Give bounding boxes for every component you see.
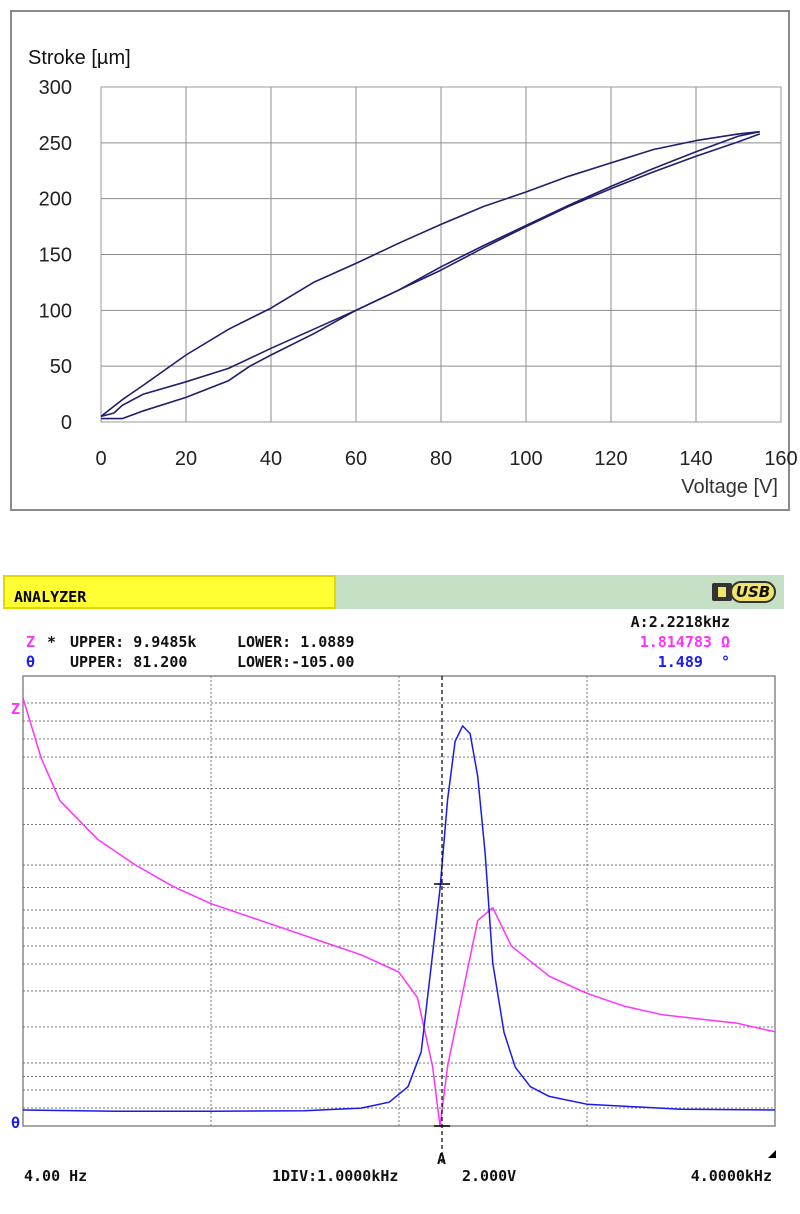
theta-axis-label: θ: [11, 1114, 21, 1132]
stroke-series-line-3: [101, 133, 761, 420]
theta-lower: LOWER:-105.00: [237, 653, 355, 671]
y-tick-label: 300: [39, 77, 72, 99]
x-tick-label: 40: [260, 448, 282, 470]
stroke-series-group: [100, 130, 761, 420]
y-tick-labels: 0 50 100 150 200 250 300: [39, 77, 72, 434]
z-axis-label: Z: [11, 700, 21, 718]
y-tick-label: 200: [39, 189, 72, 211]
y-tick-label: 0: [61, 412, 72, 434]
y-tick-label: 150: [39, 245, 72, 267]
analyzer-panel: ANALYZER USB A:2.2218kHz Z * UPPER: 9.94…: [0, 570, 800, 1214]
usb-label: USB: [730, 581, 776, 603]
impedance-phase-plot: [22, 675, 776, 1164]
y-tick-label: 50: [50, 356, 72, 378]
z-curve: [22, 697, 776, 1127]
theta-upper: UPPER: 81.200: [70, 653, 188, 671]
plot-series-group: [22, 697, 776, 1127]
x-tick-label: 140: [679, 448, 712, 470]
x-tick-label: 0: [95, 448, 106, 470]
stroke-series-line-1: [100, 130, 760, 418]
theta-curve: [22, 725, 776, 1112]
y-tick-label: 100: [39, 300, 72, 322]
z-value: 1.814783 Ω: [639, 633, 730, 651]
x-axis-title: Voltage [V]: [681, 476, 778, 498]
theta-value: 1.489 °: [657, 653, 730, 671]
x-tick-label: 60: [345, 448, 367, 470]
cursor-label: A: [437, 1150, 447, 1168]
x-tick-labels: 0 20 40 60 80 100 120 140 160: [95, 448, 797, 470]
end-marker-triangle: [768, 1150, 776, 1158]
theta-symbol: θ: [26, 653, 36, 671]
y-axis-title: Stroke [µm]: [28, 47, 131, 69]
x-start-label: 4.00 Hz: [24, 1167, 88, 1185]
x-end-label: 4.0000kHz: [690, 1167, 772, 1185]
usb-icon: USB: [712, 581, 778, 603]
stroke-voltage-chart: Stroke [µm] 0 50 100 150 200 250 300 0 20 40 60 80…: [10, 10, 798, 511]
z-symbol: Z: [26, 633, 36, 651]
z-lower: LOWER: 1.0889: [237, 633, 355, 651]
x-tick-label: 80: [430, 448, 452, 470]
plot-grid: [23, 676, 775, 1126]
usb-plug-icon: [712, 583, 732, 601]
z-upper: UPPER: 9.9485k: [70, 633, 197, 651]
volt-label: 2.000V: [462, 1167, 517, 1185]
x-tick-label: 20: [175, 448, 197, 470]
x-tick-label: 160: [764, 448, 797, 470]
marker-frequency: A:2.2218kHz: [630, 613, 730, 631]
chart-frame: [10, 10, 790, 511]
y-tick-label: 250: [39, 133, 72, 155]
x-tick-label: 120: [594, 448, 627, 470]
x-tick-label: 100: [509, 448, 542, 470]
analyzer-title: ANALYZER: [14, 588, 87, 606]
plot-area-border: [100, 86, 782, 423]
header-bar: [336, 575, 784, 609]
div-label: 1DIV:1.0000kHz: [272, 1167, 399, 1185]
z-star: *: [47, 633, 57, 651]
analyzer-title-box: [3, 575, 336, 609]
